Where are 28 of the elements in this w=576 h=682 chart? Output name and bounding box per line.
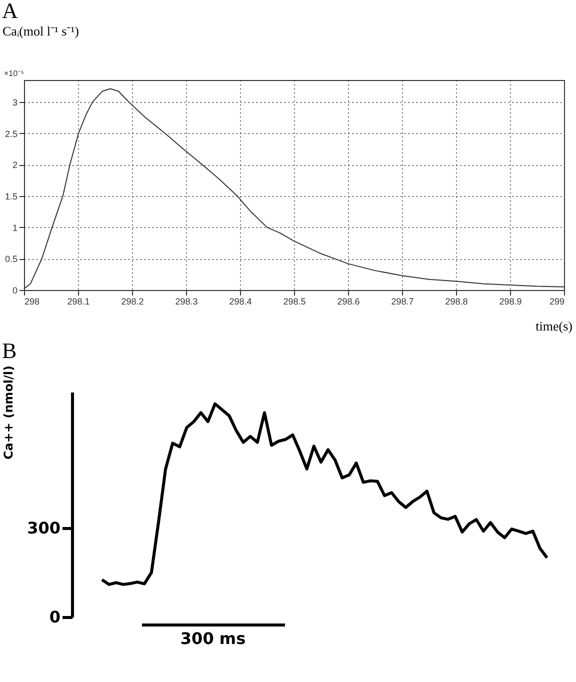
x-axis-title: time(s)	[536, 318, 572, 334]
y-tick-label: 1.5	[4, 191, 18, 202]
chart-title: A	[2, 0, 18, 23]
y-tick-label: 2.5	[4, 128, 18, 139]
text: ×10⁻⁵	[4, 69, 24, 78]
x-tick-label: 298	[24, 296, 40, 306]
y-tick-label: 2	[12, 160, 18, 170]
y-tick-label: 3	[12, 97, 18, 108]
y-tick-label: 1	[12, 222, 18, 233]
x-tick-label: 298.5	[283, 296, 306, 306]
y-tick-label: 0	[12, 286, 18, 296]
x-tick-label: 299	[549, 296, 564, 306]
text: 300 ms	[180, 629, 246, 648]
x-tick-label: 298.2	[121, 296, 144, 306]
y-axis-title: Ca++ (nmol/l)	[2, 365, 16, 460]
x-tick-label: 298.8	[445, 296, 468, 306]
x-tick-label: 298.1	[67, 296, 90, 306]
line-series	[100, 402, 548, 586]
y-axis-title: Caᵢ(mol l⁻¹ s⁻¹)	[2, 24, 79, 38]
x-tick-label: 298.9	[499, 296, 522, 306]
chart-title: B	[2, 338, 17, 363]
x-tick-label: 298.4	[229, 296, 252, 306]
x-tick-label: 298.3	[175, 296, 198, 306]
x-tick-label: 298.7	[391, 296, 414, 306]
y-tick-label: 0	[49, 608, 60, 626]
y-tick-label: 300	[27, 518, 60, 538]
x-tick-label: 298.6	[337, 296, 360, 306]
y-tick-label: 0.5	[4, 254, 18, 264]
